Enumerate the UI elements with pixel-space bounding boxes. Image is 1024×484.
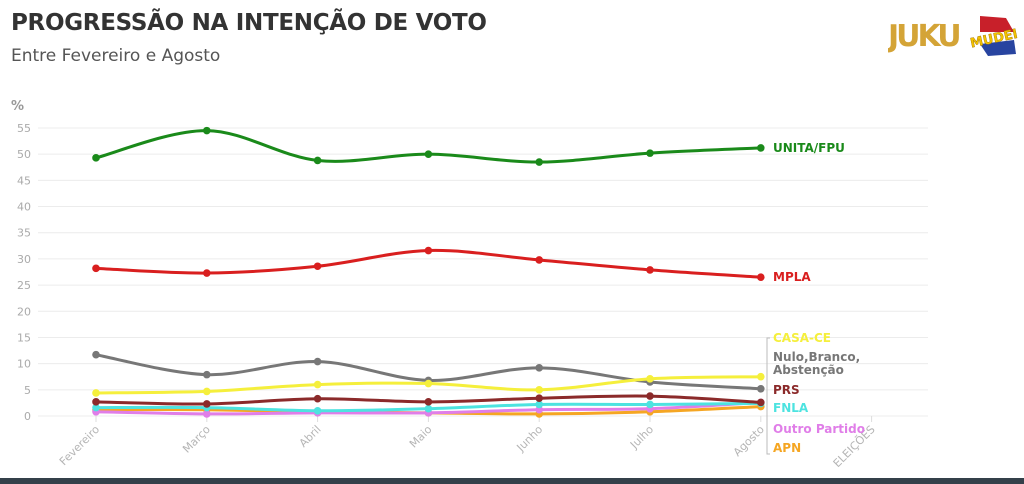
data-point: [203, 387, 211, 396]
bottom-bar: [0, 478, 1024, 484]
series-label: CASA-CE: [773, 331, 831, 345]
x-tick-label: Abril: [297, 423, 324, 450]
data-point: [757, 384, 765, 393]
y-tick-label: 10: [17, 358, 31, 371]
data-point: [646, 375, 654, 383]
data-point: [424, 404, 433, 413]
legend-bracket: [766, 337, 770, 455]
y-tick-label: 5: [24, 384, 31, 397]
data-point: [757, 144, 765, 152]
data-point: [757, 398, 765, 407]
x-tick-label: Março: [180, 423, 213, 456]
data-point: [313, 262, 322, 271]
y-tick-label: 55: [17, 122, 31, 135]
data-point: [646, 400, 654, 409]
data-point: [424, 398, 433, 406]
data-point: [92, 403, 100, 412]
series-label: Nulo,Branco, Abstenção: [773, 350, 860, 377]
data-point: [424, 379, 433, 388]
data-point: [424, 150, 433, 158]
series-label: PRS: [773, 383, 800, 397]
data-point: [535, 405, 543, 414]
data-point: [203, 410, 211, 418]
y-tick-label: 15: [17, 331, 31, 344]
data-point: [313, 406, 322, 415]
data-point: [313, 357, 322, 366]
data-point: [313, 156, 322, 165]
data-point: [535, 400, 543, 409]
data-point: [92, 350, 100, 359]
data-point: [535, 394, 543, 402]
y-tick-label: 35: [17, 227, 31, 240]
y-tick-label: 20: [17, 305, 31, 318]
data-point: [92, 389, 100, 397]
data-point: [535, 386, 543, 394]
data-point: [313, 380, 322, 389]
data-point: [646, 149, 654, 157]
data-point: [203, 400, 211, 408]
data-point: [535, 158, 543, 166]
y-tick-label: 0: [24, 410, 31, 423]
data-point: [424, 246, 433, 255]
series-line: [95, 248, 761, 279]
data-point: [203, 126, 211, 135]
x-tick-label: Agosto: [731, 423, 767, 459]
series-label: UNITA/FPU: [773, 141, 845, 155]
y-axis-label: %: [11, 99, 24, 114]
svg-text:JUKU: JUKU: [888, 19, 959, 54]
data-point: [203, 269, 211, 277]
y-tick-label: 40: [17, 201, 31, 214]
x-tick-label: Julho: [627, 423, 656, 452]
x-tick-label: Maio: [407, 423, 435, 451]
data-point: [92, 264, 100, 273]
data-point: [92, 398, 100, 406]
x-tick-label: Junho: [514, 423, 546, 455]
y-tick-label: 25: [17, 279, 31, 292]
data-point: [92, 154, 100, 162]
chart-title: PROGRESSÃO NA INTENÇÃO DE VOTO: [11, 10, 487, 36]
data-point: [646, 266, 654, 274]
y-tick-label: 45: [17, 174, 31, 187]
data-point: [535, 256, 543, 264]
data-point: [757, 273, 765, 282]
data-point: [646, 392, 654, 400]
series-label: Outro Partido: [773, 422, 865, 436]
x-tick-label: Fevereiro: [57, 423, 102, 468]
series-label: FNLA: [773, 401, 809, 415]
juku-logo: JUKU: [888, 19, 962, 54]
data-point: [535, 364, 543, 372]
y-tick-label: 30: [17, 253, 31, 266]
data-point: [313, 394, 322, 403]
y-tick-label: 50: [17, 148, 31, 161]
series-label: APN: [773, 441, 801, 455]
series-label: MPLA: [773, 270, 811, 284]
logos: JUKU MUDEI: [888, 16, 1018, 56]
chart-subtitle: Entre Fevereiro e Agosto: [11, 46, 221, 66]
data-point: [203, 370, 211, 379]
data-point: [757, 372, 765, 381]
